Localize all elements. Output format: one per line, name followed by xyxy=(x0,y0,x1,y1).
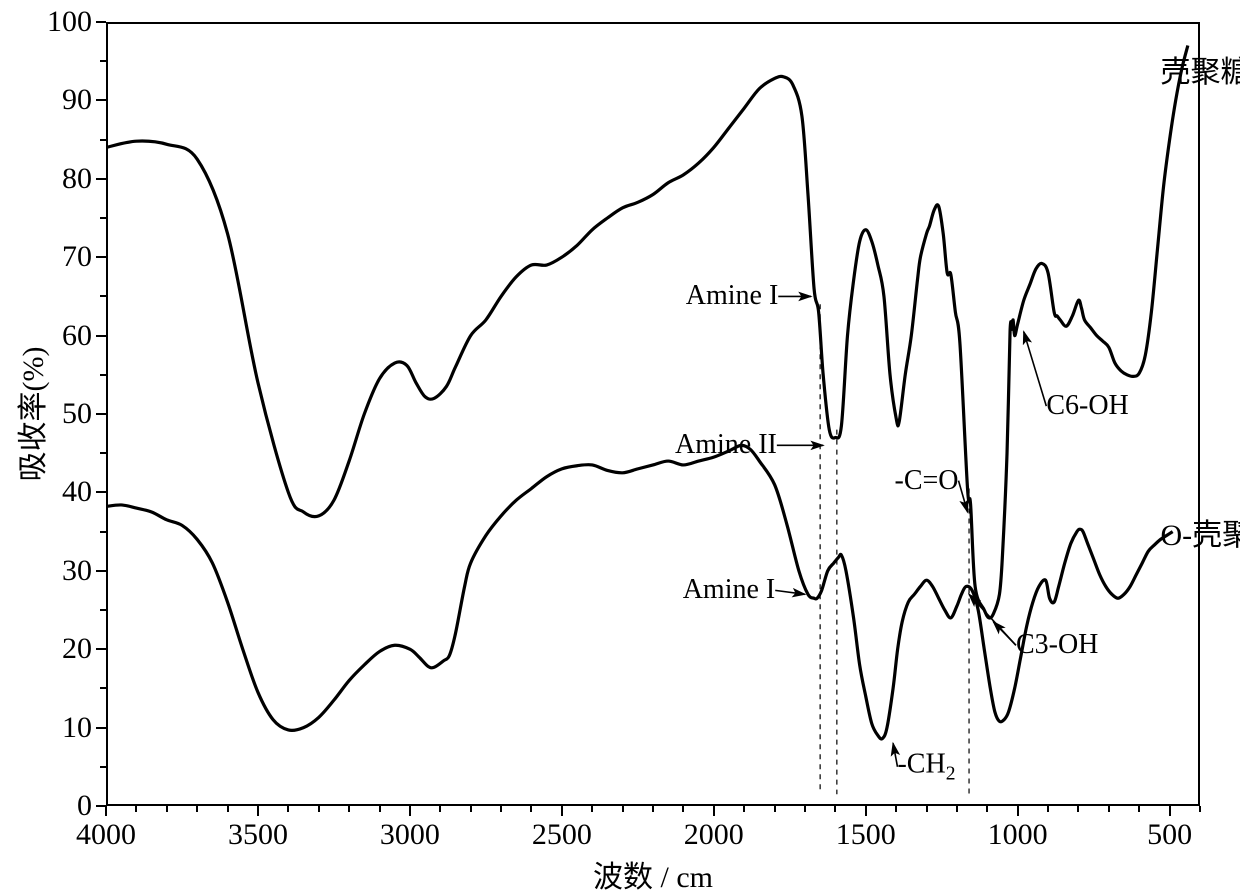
y-tick xyxy=(100,452,106,454)
x-tick xyxy=(834,806,836,812)
y-tick xyxy=(96,335,106,337)
x-tick xyxy=(135,806,137,812)
y-tick xyxy=(96,21,106,23)
y-tick xyxy=(100,139,106,141)
annotation-C3OH: C3-OH xyxy=(1016,629,1098,661)
y-ticklabel: 80 xyxy=(62,162,92,196)
x-ticklabel: 3000 xyxy=(380,818,440,852)
y-ticklabel: 40 xyxy=(62,475,92,509)
x-tick xyxy=(439,806,441,812)
x-tick xyxy=(348,806,350,812)
x-tick xyxy=(1138,806,1140,812)
x-ticklabel: 1000 xyxy=(988,818,1048,852)
y-tick xyxy=(100,295,106,297)
x-tick xyxy=(227,806,229,812)
annotation-arrow xyxy=(775,590,805,594)
annotation-AmineII: Amine II xyxy=(675,429,777,461)
x-ticklabel: 3500 xyxy=(228,818,288,852)
y-ticklabel: 20 xyxy=(62,632,92,666)
y-tick xyxy=(100,687,106,689)
x-tick xyxy=(652,806,654,812)
y-ticklabel: 100 xyxy=(47,5,92,39)
annotation-: 壳聚糖 xyxy=(1160,47,1240,91)
annotation-arrow xyxy=(1024,332,1047,406)
y-tick xyxy=(96,570,106,572)
y-tick xyxy=(100,609,106,611)
y-tick xyxy=(96,413,106,415)
y-ticklabel: 60 xyxy=(62,319,92,353)
annotation-O: O-壳聚糖 xyxy=(1160,510,1240,554)
x-tick xyxy=(1017,806,1019,816)
y-ticklabel: 90 xyxy=(62,83,92,117)
y-tick xyxy=(96,256,106,258)
x-tick xyxy=(713,806,715,816)
series-chitosan_top xyxy=(106,46,1188,619)
x-tick xyxy=(561,806,563,816)
x-tick xyxy=(986,806,988,812)
x-tick xyxy=(318,806,320,812)
chart-svg xyxy=(0,0,1240,891)
x-tick xyxy=(196,806,198,812)
x-tick xyxy=(774,806,776,812)
y-tick xyxy=(96,648,106,650)
x-tick xyxy=(865,806,867,816)
x-tick xyxy=(743,806,745,812)
y-tick xyxy=(96,99,106,101)
series-ocm_bottom xyxy=(106,445,1173,739)
x-tick xyxy=(1047,806,1049,812)
annotation-arrow xyxy=(969,594,1016,645)
y-tick xyxy=(100,217,106,219)
x-tick xyxy=(622,806,624,812)
x-tick xyxy=(1077,806,1079,812)
x-tick xyxy=(682,806,684,812)
y-tick xyxy=(100,531,106,533)
x-tick xyxy=(287,806,289,812)
y-ticklabel: 50 xyxy=(62,397,92,431)
y-tick xyxy=(96,178,106,180)
x-ticklabel: 2000 xyxy=(684,818,744,852)
x-tick xyxy=(409,806,411,816)
x-tick xyxy=(1199,806,1201,812)
y-ticklabel: 0 xyxy=(77,789,92,823)
x-tick xyxy=(1108,806,1110,812)
x-tick xyxy=(1169,806,1171,816)
x-tick xyxy=(379,806,381,812)
annotation-C6OH: C6-OH xyxy=(1046,390,1128,422)
x-tick xyxy=(804,806,806,812)
x-tick xyxy=(470,806,472,812)
y-ticklabel: 10 xyxy=(62,711,92,745)
x-ticklabel: 1500 xyxy=(836,818,896,852)
x-tick xyxy=(926,806,928,812)
y-tick xyxy=(100,60,106,62)
y-tick xyxy=(96,491,106,493)
annotation-AmineI: Amine I xyxy=(686,280,779,312)
x-tick xyxy=(166,806,168,812)
x-tick xyxy=(257,806,259,816)
y-tick xyxy=(100,374,106,376)
x-axis-label: 波数 / cm xyxy=(593,852,713,896)
y-ticklabel: 70 xyxy=(62,240,92,274)
x-tick xyxy=(895,806,897,812)
x-tick xyxy=(956,806,958,812)
annotation-CO: -C=O xyxy=(894,465,958,497)
x-ticklabel: 4000 xyxy=(76,818,136,852)
annotation-CH: -CH2 xyxy=(897,749,955,786)
x-tick xyxy=(105,806,107,816)
y-tick xyxy=(96,805,106,807)
x-tick xyxy=(500,806,502,812)
y-tick xyxy=(100,766,106,768)
annotation-AmineI: Amine I xyxy=(683,574,776,606)
y-tick xyxy=(96,727,106,729)
x-tick xyxy=(591,806,593,812)
x-tick xyxy=(530,806,532,812)
x-ticklabel: 500 xyxy=(1147,818,1192,852)
y-ticklabel: 30 xyxy=(62,554,92,588)
x-ticklabel: 2500 xyxy=(532,818,592,852)
y-axis-label: 吸收率(%) xyxy=(8,347,52,482)
